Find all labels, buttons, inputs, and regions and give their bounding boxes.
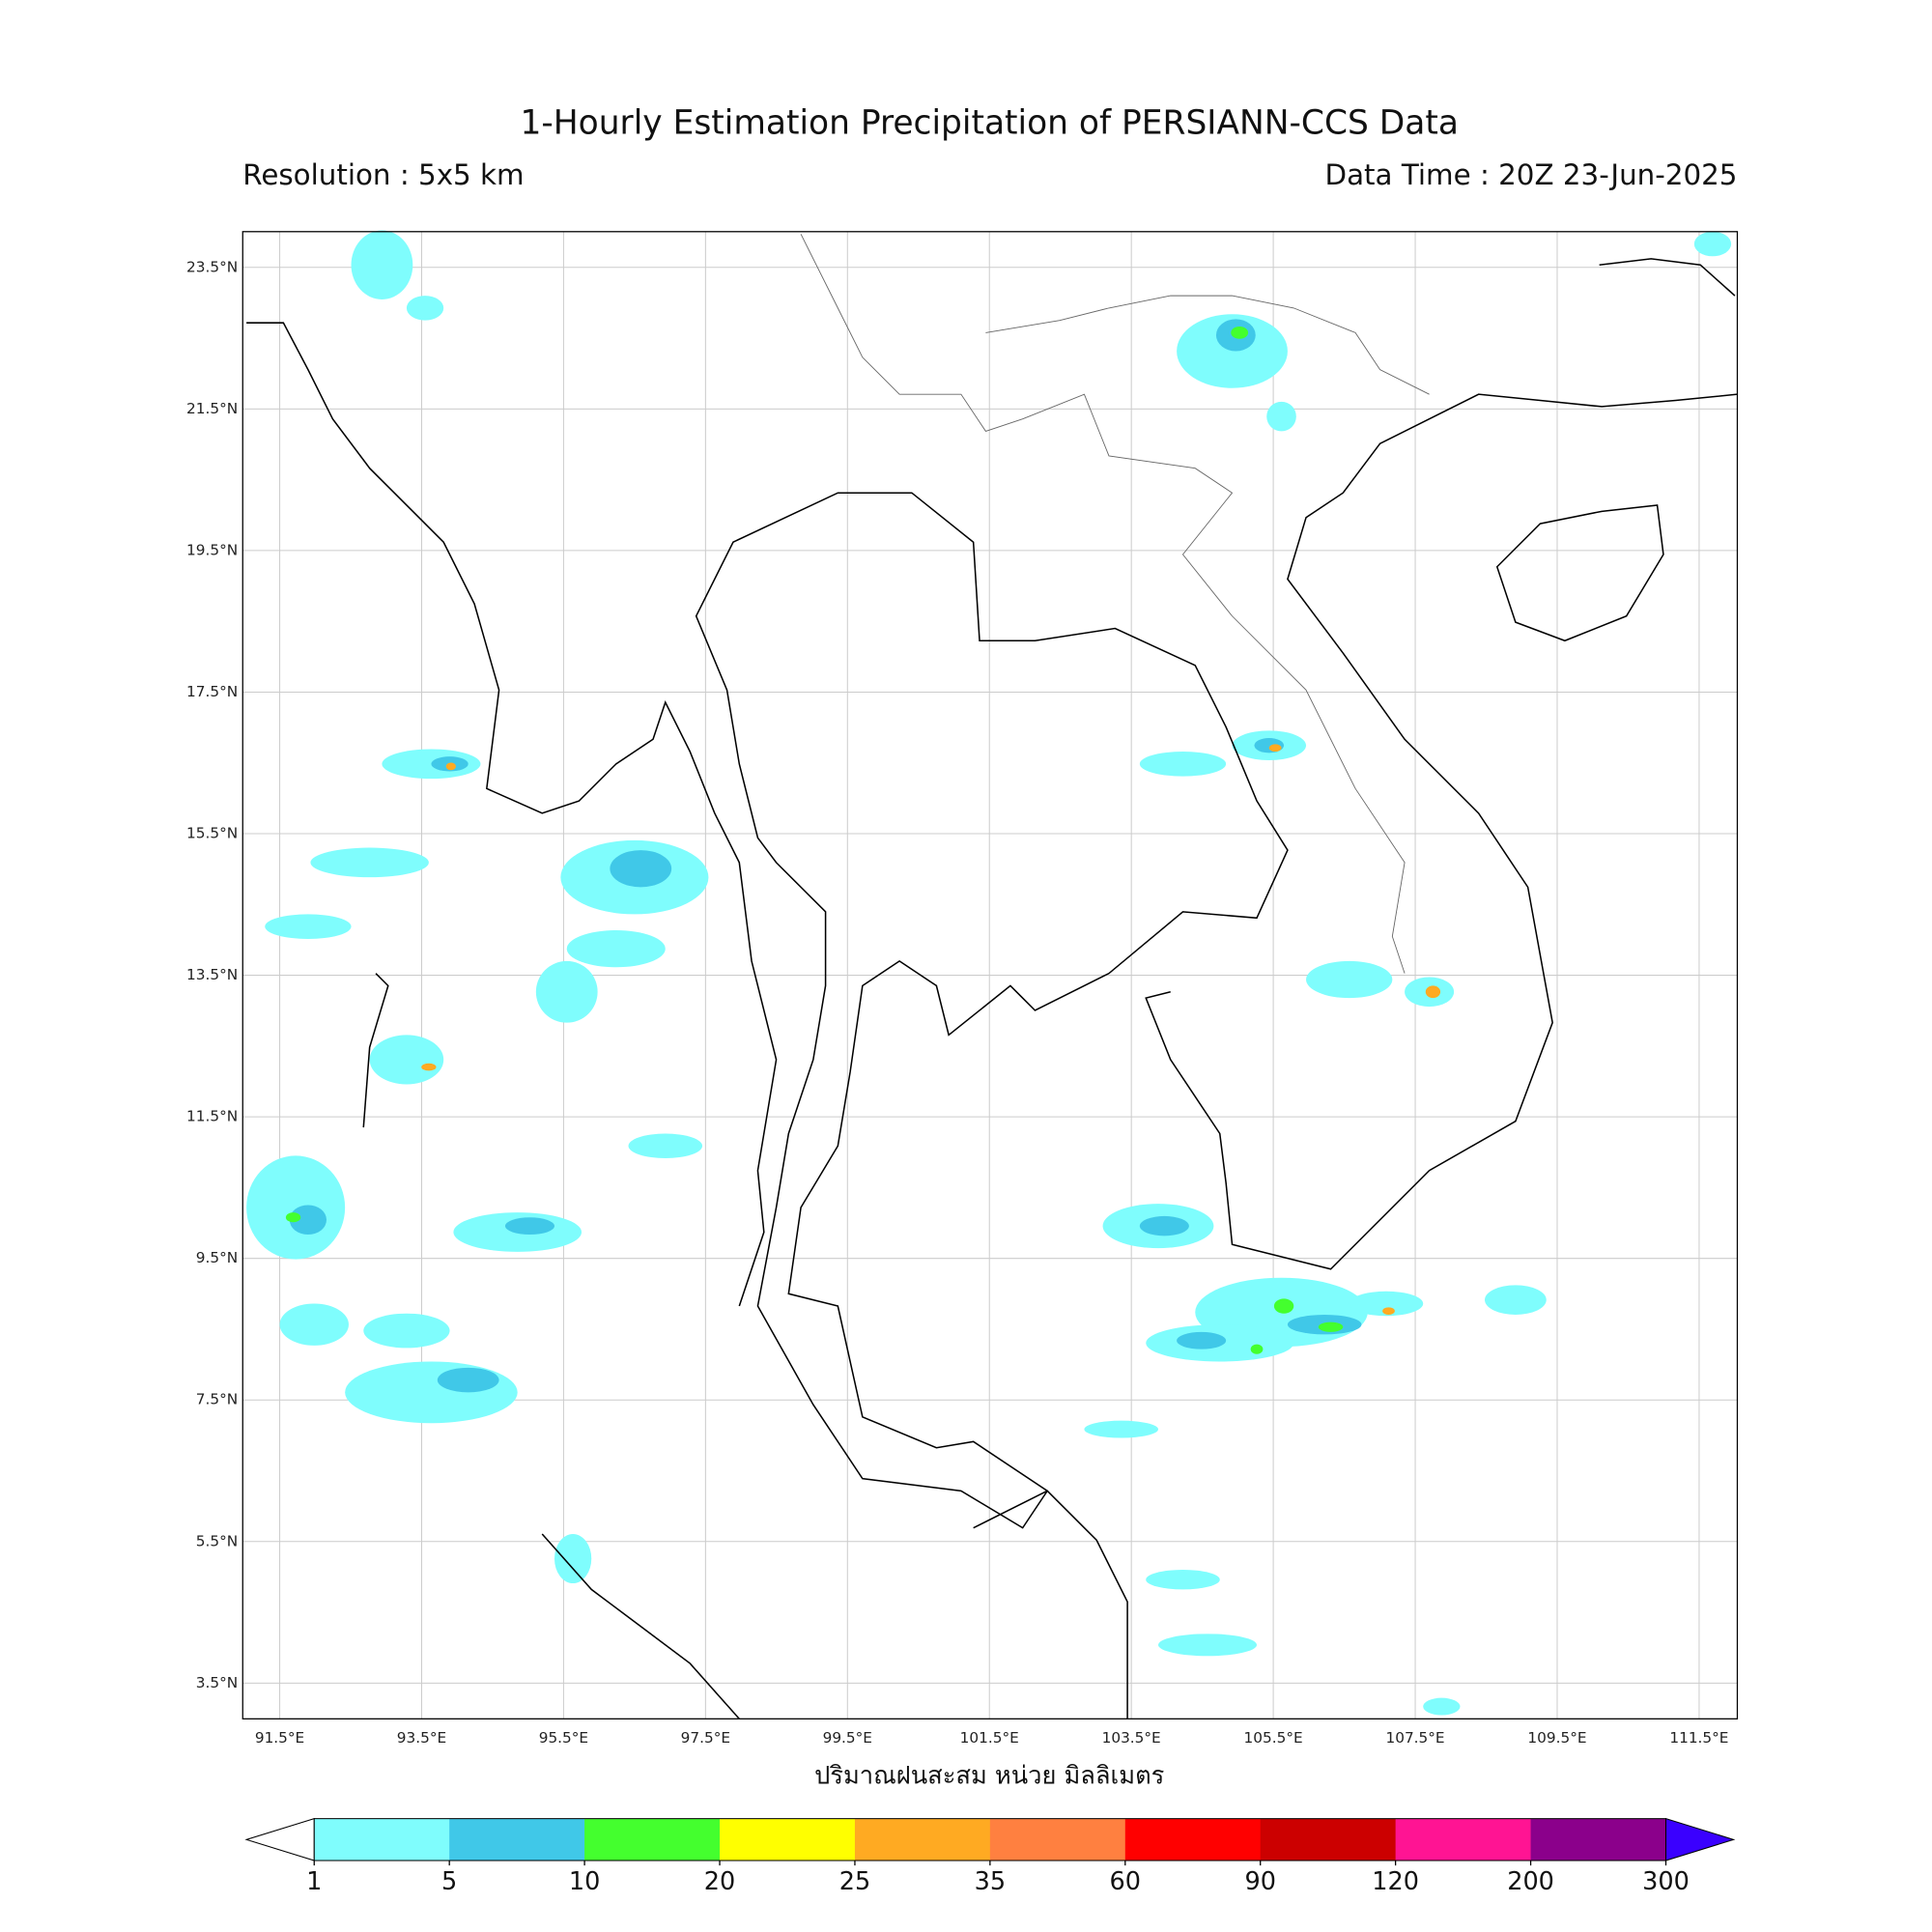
colorbar-label: 25 bbox=[839, 1867, 870, 1896]
lat-label: 9.5°N bbox=[196, 1249, 238, 1266]
colorbar-label: 60 bbox=[1110, 1867, 1141, 1896]
colorbar-bin bbox=[720, 1818, 856, 1861]
colorbar-bin bbox=[989, 1818, 1126, 1861]
lat-label: 7.5°N bbox=[196, 1391, 238, 1408]
lon-label: 105.5°E bbox=[1244, 1729, 1303, 1747]
colorbar-bin bbox=[1395, 1818, 1532, 1861]
lon-label: 99.5°E bbox=[823, 1729, 872, 1747]
lon-label: 101.5°E bbox=[960, 1729, 1019, 1747]
title: 1-Hourly Estimation Precipitation of PER… bbox=[520, 103, 1459, 142]
map-frame bbox=[242, 231, 1739, 1719]
colorbar-bin bbox=[1530, 1818, 1667, 1861]
colorbar-bin bbox=[449, 1818, 585, 1861]
colorbar-over bbox=[1664, 1817, 1736, 1861]
lon-label: 95.5°E bbox=[539, 1729, 588, 1747]
colorbar-label: 200 bbox=[1507, 1867, 1554, 1896]
lat-label: 13.5°N bbox=[186, 966, 238, 983]
lon-label: 97.5°E bbox=[681, 1729, 730, 1747]
lat-label: 5.5°N bbox=[196, 1532, 238, 1549]
grid bbox=[242, 231, 1738, 1719]
lat-label: 3.5°N bbox=[196, 1674, 238, 1691]
resolution: Resolution : 5x5 km bbox=[242, 158, 524, 191]
lon-label: 103.5°E bbox=[1102, 1729, 1161, 1747]
coastlines bbox=[246, 234, 1738, 1719]
precipitation bbox=[246, 230, 1732, 1716]
data-time: Data Time : 20Z 23-Jun-2025 bbox=[1325, 158, 1738, 191]
colorbar-bin bbox=[584, 1818, 721, 1861]
colorbar-label: 120 bbox=[1372, 1867, 1419, 1896]
colorbar-label: 35 bbox=[975, 1867, 1006, 1896]
colorbar-label: 20 bbox=[704, 1867, 735, 1896]
colorbar: 1 5 10 20 25 35 60 90 120 200 300 bbox=[244, 1817, 1736, 1896]
colorbar-bin bbox=[854, 1818, 991, 1861]
lat-label: 17.5°N bbox=[186, 683, 238, 700]
lon-label: 93.5°E bbox=[397, 1729, 446, 1747]
x-axis-label: ปริมาณฝนสะสม หน่วย มิลลิเมตร bbox=[814, 1761, 1164, 1790]
lon-label: 91.5°E bbox=[255, 1729, 304, 1747]
colorbar-label: 300 bbox=[1642, 1867, 1690, 1896]
lon-label: 111.5°E bbox=[1669, 1729, 1728, 1747]
colorbar-label: 10 bbox=[569, 1867, 600, 1896]
colorbar-label: 1 bbox=[306, 1867, 322, 1896]
lon-label: 107.5°E bbox=[1385, 1729, 1444, 1747]
colorbar-bin bbox=[1260, 1818, 1397, 1861]
lat-label: 11.5°N bbox=[186, 1108, 238, 1125]
colorbar-label: 90 bbox=[1244, 1867, 1275, 1896]
colorbar-label: 5 bbox=[441, 1867, 457, 1896]
colorbar-bin bbox=[1124, 1818, 1262, 1861]
lat-label: 19.5°N bbox=[186, 541, 238, 558]
lat-label: 23.5°N bbox=[186, 258, 238, 275]
colorbar-under bbox=[244, 1817, 315, 1861]
lon-label: 109.5°E bbox=[1527, 1729, 1586, 1747]
lat-label: 21.5°N bbox=[186, 400, 238, 417]
colorbar-bin bbox=[314, 1818, 450, 1861]
lat-label: 15.5°N bbox=[186, 825, 238, 842]
